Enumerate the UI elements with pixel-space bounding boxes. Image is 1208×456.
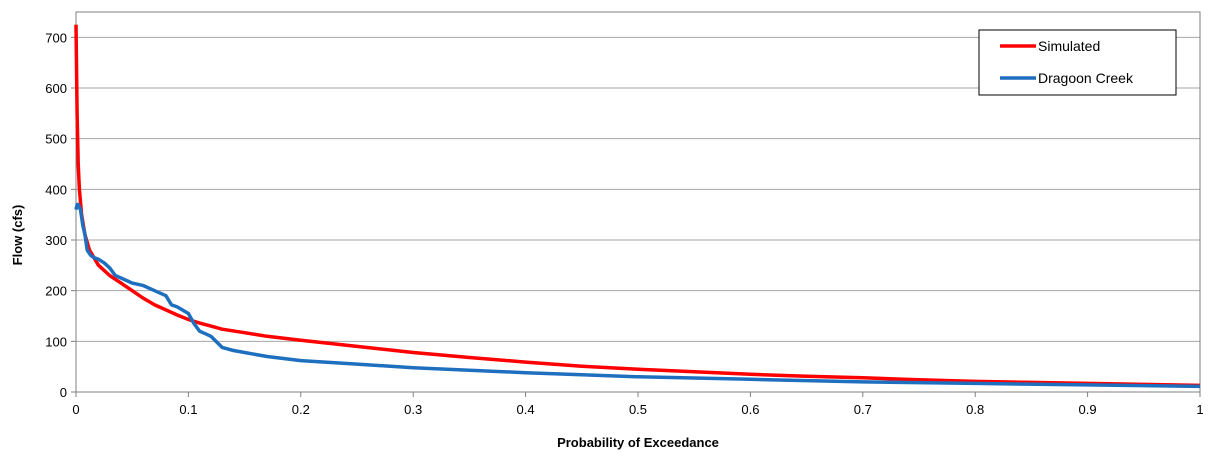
y-tick-label: 600 — [45, 81, 67, 96]
y-axis-tick-labels: 0 100 200 300 400 500 600 700 — [45, 30, 67, 400]
legend-label-simulated: Simulated — [1038, 38, 1100, 54]
series-line-dragoon-creek — [74, 202, 1201, 389]
x-tick-label: 0.6 — [741, 402, 759, 417]
x-tick-label: 0.3 — [404, 402, 422, 417]
x-axis-title: Probability of Exceedance — [557, 435, 719, 450]
legend-label-dragoon-creek: Dragoon Creek — [1038, 70, 1134, 86]
y-tick-label: 100 — [45, 334, 67, 349]
x-axis-tick-labels: 0 0.1 0.2 0.3 0.4 0.5 0.6 0.7 0.8 0.9 1 — [72, 402, 1203, 417]
axis-ticks — [71, 36, 1201, 397]
horizontal-gridlines — [76, 36, 1200, 342]
x-tick-label: 0.7 — [854, 402, 872, 417]
y-tick-label: 500 — [45, 132, 67, 147]
y-tick-label: 400 — [45, 182, 67, 197]
x-tick-label: 0.4 — [517, 402, 535, 417]
x-tick-label: 0.9 — [1079, 402, 1097, 417]
x-tick-label: 0.2 — [292, 402, 310, 417]
y-tick-label: 0 — [60, 385, 67, 400]
y-tick-label: 300 — [45, 233, 67, 248]
x-tick-label: 0 — [72, 402, 79, 417]
x-tick-label: 0.1 — [179, 402, 197, 417]
y-tick-label: 700 — [45, 30, 67, 45]
legend-box — [978, 29, 1177, 96]
x-tick-label: 1 — [1196, 402, 1203, 417]
y-axis-title: Flow (cfs) — [10, 205, 25, 266]
x-tick-label: 0.5 — [629, 402, 647, 417]
series-line-simulated — [74, 24, 1201, 388]
series-lines — [74, 24, 1201, 389]
y-tick-label: 200 — [45, 284, 67, 299]
x-tick-label: 0.8 — [966, 402, 984, 417]
legend: Simulated Dragoon Creek — [978, 29, 1177, 96]
